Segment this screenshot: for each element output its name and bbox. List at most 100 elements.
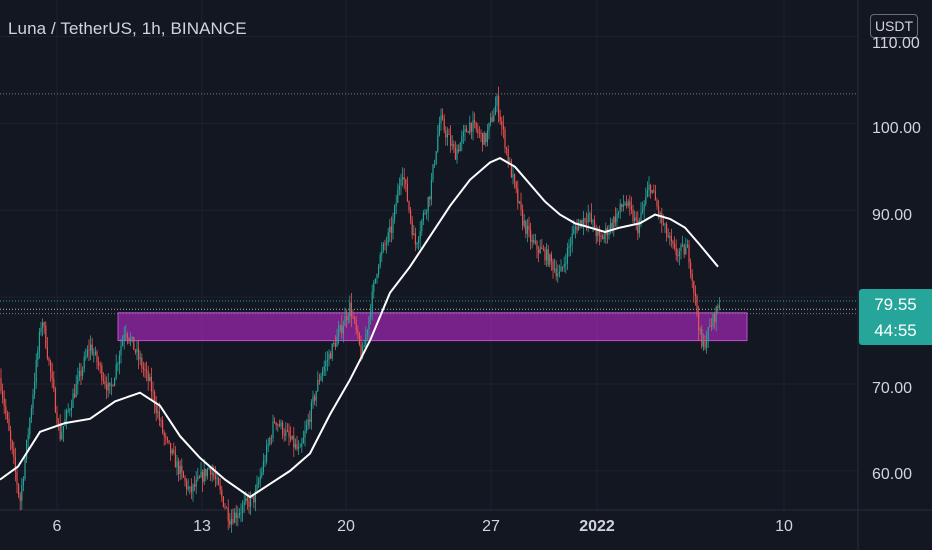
candle-body — [422, 213, 424, 221]
candle-body — [290, 436, 292, 440]
candle-body — [128, 338, 130, 342]
candle-body — [610, 222, 612, 231]
candle-body — [155, 405, 157, 413]
candle-body — [426, 211, 428, 213]
candle-body — [130, 338, 132, 342]
candle-body — [112, 385, 114, 387]
candle-body — [74, 393, 76, 398]
candle-body — [558, 271, 560, 275]
candle-body — [13, 448, 15, 458]
candle-body — [99, 365, 101, 366]
candle-body — [40, 328, 42, 333]
candle-body — [230, 518, 232, 525]
candle-body — [669, 236, 671, 238]
candle-body — [698, 313, 700, 331]
candle-body — [179, 465, 181, 475]
candle-body — [122, 339, 124, 346]
candle-body — [586, 221, 588, 223]
candle-body — [43, 322, 45, 326]
candle-body — [462, 131, 464, 137]
candle-body — [464, 128, 466, 132]
candle-body — [0, 377, 2, 392]
candle-body — [157, 411, 159, 413]
candle-body — [715, 306, 717, 323]
candle-body — [374, 278, 376, 283]
candle-body — [278, 424, 280, 427]
candle-body — [270, 438, 272, 439]
candle-body — [168, 440, 170, 443]
price-tick-100: 100.00 — [872, 120, 921, 137]
candle-body — [547, 249, 549, 265]
candle-body — [389, 226, 391, 233]
candle-body — [173, 449, 175, 453]
candle-body — [526, 225, 528, 234]
time-tick-6: 6 — [52, 518, 62, 535]
candle-body — [163, 432, 165, 437]
candle-body — [371, 291, 373, 314]
candle-body — [370, 313, 372, 318]
price-tick-110: 110.00 — [872, 35, 920, 52]
candle-body — [448, 134, 450, 135]
candle-body — [301, 443, 303, 447]
candle-body — [648, 185, 650, 191]
candle-body — [403, 177, 405, 180]
candle-body — [83, 357, 85, 369]
candle-body — [154, 392, 156, 406]
candle-body — [66, 410, 68, 420]
candle-body — [200, 472, 202, 478]
candle-body — [408, 201, 410, 211]
candle-body — [600, 235, 602, 237]
candle-body — [19, 495, 21, 501]
moving-average-line — [0, 156, 719, 499]
candle-body — [27, 434, 29, 441]
candle-body — [395, 202, 397, 207]
candle-body — [170, 442, 172, 454]
candle-body — [419, 231, 421, 239]
candle-body — [205, 468, 207, 477]
candle-body — [338, 330, 340, 337]
candle-body — [691, 274, 693, 281]
currency-button[interactable]: USDT — [870, 14, 918, 38]
candle-body — [646, 190, 648, 197]
candle-body — [530, 229, 532, 242]
candle-body — [51, 372, 53, 379]
candle-body — [45, 325, 47, 348]
candle-body — [160, 420, 162, 422]
candle-body — [349, 302, 351, 317]
candle-body — [477, 128, 479, 133]
candle-body — [400, 179, 402, 186]
candle-body — [194, 484, 196, 487]
candle-body — [328, 353, 330, 360]
candle-body — [622, 205, 624, 207]
candle-body — [90, 344, 92, 351]
symbol-title[interactable]: Luna / TetherUS, 1h, BINANCE — [8, 19, 247, 38]
candle-body — [525, 220, 527, 234]
candle-body — [224, 506, 226, 508]
candle-body — [264, 461, 266, 463]
candle-body — [22, 478, 24, 486]
candle-body — [474, 120, 476, 123]
candle-body — [592, 220, 594, 222]
candle-body — [554, 268, 556, 271]
candle-body — [202, 472, 204, 483]
candle-body — [502, 125, 504, 130]
candle-body — [413, 233, 415, 235]
candle-body — [451, 144, 453, 146]
candle-body — [262, 461, 264, 472]
candle-body — [688, 244, 690, 263]
candle-body — [512, 174, 514, 178]
candle-body — [445, 130, 447, 138]
candle-body — [584, 218, 586, 222]
candle-body — [574, 226, 576, 229]
candle-body — [472, 120, 474, 132]
time-tick-27: 27 — [482, 518, 500, 535]
candle-body — [480, 132, 482, 134]
candle-body — [506, 147, 508, 150]
candle-body — [24, 459, 26, 479]
candle-body — [414, 233, 416, 245]
time-tick-2022: 2022 — [579, 518, 615, 535]
candle-body — [42, 322, 44, 329]
candle-body — [614, 216, 616, 223]
candle-body — [61, 432, 63, 440]
